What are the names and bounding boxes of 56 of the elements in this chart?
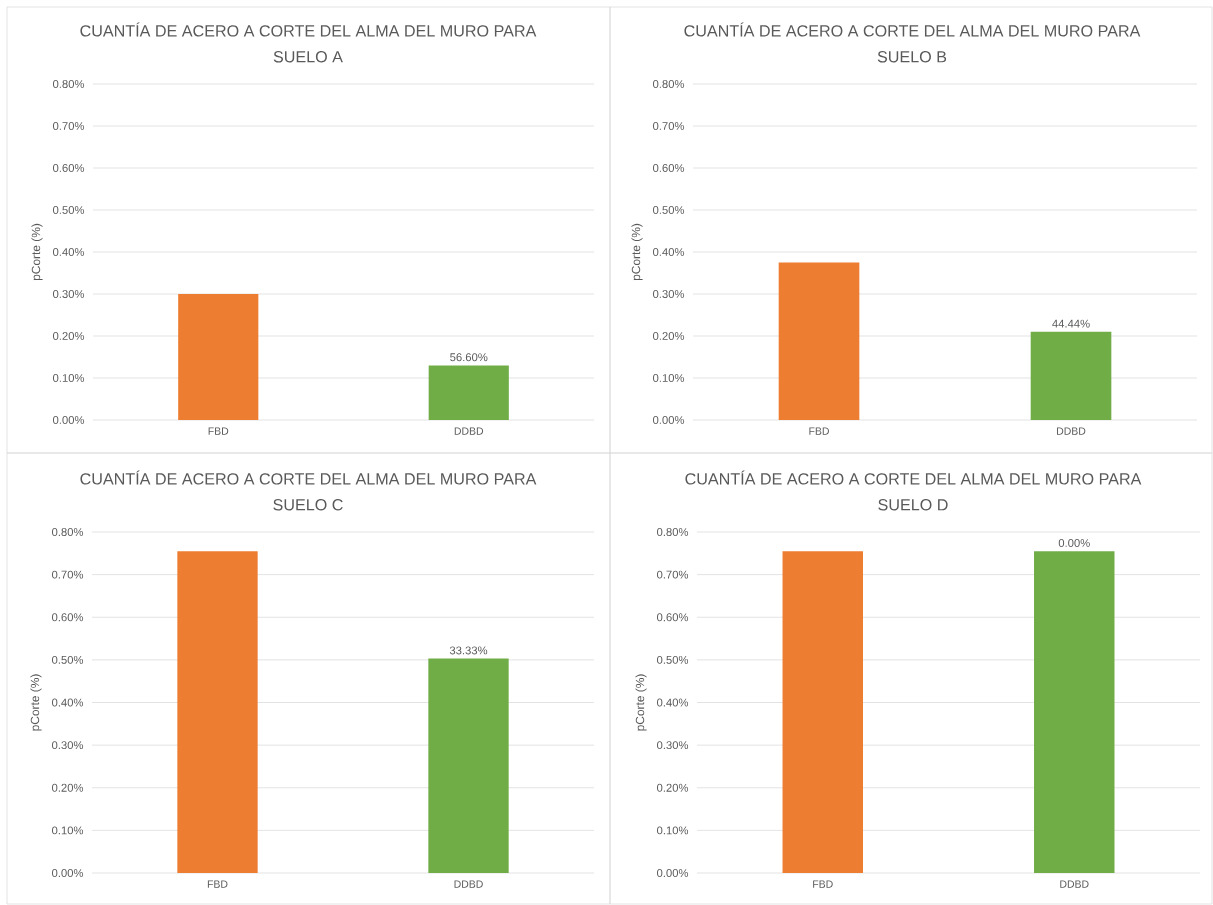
y-tick-label: 0.40% <box>657 698 689 707</box>
annotation: 56.60% <box>450 353 488 362</box>
y-tick-label: 0.40% <box>653 248 685 256</box>
y-tick-label: 0.50% <box>52 655 84 664</box>
y-tick-label: 0.80% <box>53 80 85 88</box>
x-tick-label: FBD <box>208 427 229 435</box>
y-axis-title: pCorte (%) <box>631 223 643 281</box>
y-tick-label: 0.60% <box>657 613 689 622</box>
chart-title: CUANTÍA DE ACERO A CORTE DEL ALMA DEL MURO PARA SUELO C <box>80 470 537 511</box>
y-tick-label: 0.70% <box>52 570 84 579</box>
y-tick-label: 0.60% <box>53 164 85 172</box>
y-tick-label: 0.10% <box>52 826 84 835</box>
chart-title: CUANTÍA DE ACERO A CORTE DEL ALMA DEL MURO PARA SUELO D <box>685 470 1142 511</box>
y-tick-label: 0.50% <box>53 206 85 214</box>
x-tick-label: DDBD <box>454 427 484 435</box>
y-tick-label: 0.70% <box>53 122 85 130</box>
y-tick-label: 0.50% <box>657 655 689 664</box>
y-tick-label: 0.30% <box>657 741 689 750</box>
y-axis-title: pCorte (%) <box>635 674 647 731</box>
y-tick-label: 0.40% <box>52 698 84 707</box>
y-tick-label: 0.50% <box>653 206 685 214</box>
y-tick-label: 0.10% <box>657 826 689 835</box>
annotation: 44.44% <box>1052 319 1090 328</box>
x-tick-label: FBD <box>207 880 228 888</box>
y-tick-label: 0.20% <box>653 332 685 340</box>
x-tick-label: FBD <box>809 427 829 435</box>
y-tick-label: 0.40% <box>53 248 85 256</box>
y-tick-label: 0.00% <box>52 869 84 877</box>
y-tick-label: 0.70% <box>657 570 689 579</box>
y-axis-title: pCorte (%) <box>30 674 42 731</box>
y-axis-title: pCorte (%) <box>31 223 43 281</box>
y-tick-label: 0.00% <box>657 869 689 877</box>
y-tick-label: 0.10% <box>53 374 85 382</box>
y-tick-label: 0.30% <box>52 741 84 750</box>
annotation: 33.33% <box>449 646 488 655</box>
y-tick-label: 0.60% <box>653 164 685 172</box>
y-tick-label: 0.20% <box>53 332 85 340</box>
chart-title: CUANTÍA DE ACERO A CORTE DEL ALMA DEL MURO PARA SUELO B <box>684 22 1141 63</box>
chart-title: CUANTÍA DE ACERO A CORTE DEL ALMA DEL MURO PARA SUELO A <box>80 22 537 63</box>
x-tick-label: DDBD <box>1060 880 1089 888</box>
y-tick-label: 0.80% <box>657 528 689 536</box>
y-tick-label: 0.30% <box>653 290 685 298</box>
y-tick-label: 0.70% <box>653 122 685 130</box>
y-tick-label: 0.20% <box>657 783 689 792</box>
y-tick-label: 0.30% <box>53 290 85 298</box>
y-tick-label: 0.80% <box>653 80 685 88</box>
y-tick-label: 0.00% <box>53 416 85 424</box>
annotation: 0.00% <box>1058 539 1090 547</box>
y-tick-label: 0.80% <box>52 528 84 536</box>
x-tick-label: DDBD <box>454 880 483 888</box>
y-tick-label: 0.20% <box>52 783 84 792</box>
y-tick-label: 0.60% <box>52 613 84 622</box>
x-tick-label: FBD <box>813 880 833 888</box>
x-tick-label: DDBD <box>1057 427 1086 435</box>
y-tick-label: 0.00% <box>653 416 685 424</box>
y-tick-label: 0.10% <box>653 374 685 382</box>
